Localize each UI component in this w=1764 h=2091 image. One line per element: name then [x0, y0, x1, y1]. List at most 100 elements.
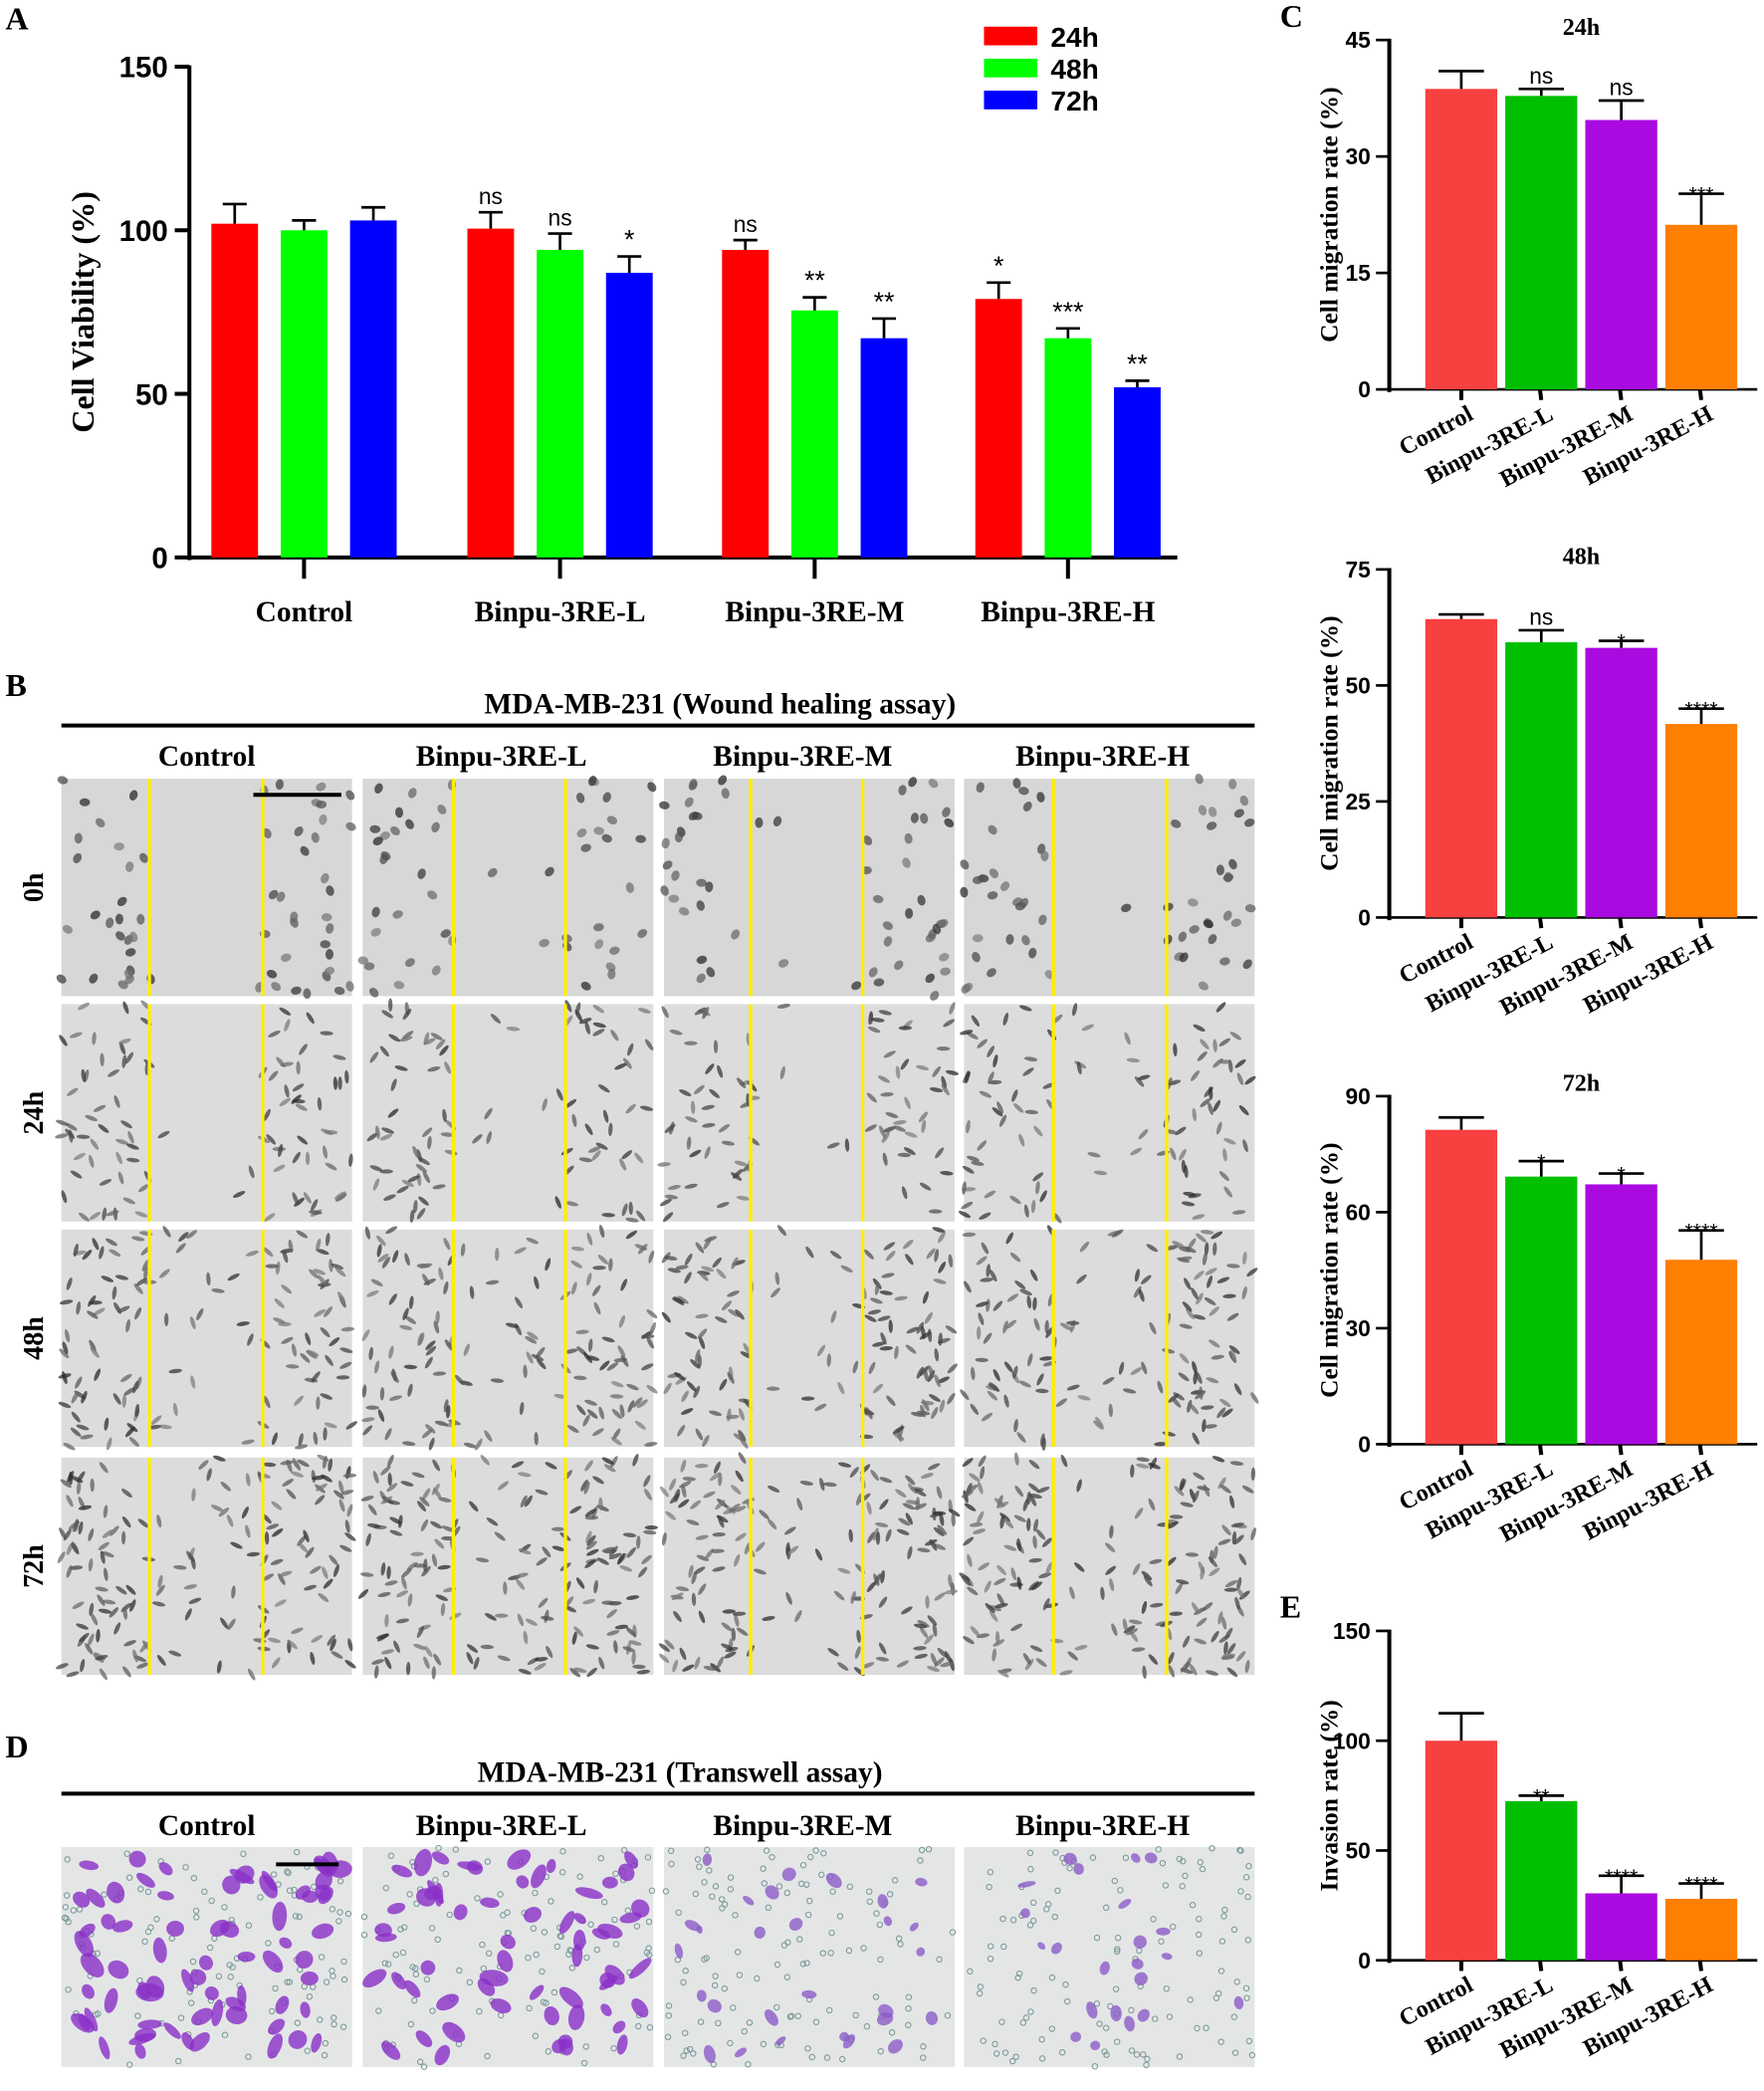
cell [1076, 1061, 1082, 1075]
cell [698, 1583, 707, 1595]
cell [141, 1259, 149, 1272]
cell [218, 1507, 230, 1517]
membrane-pore [381, 1960, 389, 1967]
stained-cell [436, 1993, 460, 2011]
cell [969, 1473, 981, 1482]
membrane-pore [1155, 1846, 1162, 1853]
cell [279, 1570, 293, 1577]
cell [607, 968, 616, 980]
cell [431, 965, 441, 976]
cell [885, 1528, 892, 1542]
cell [298, 1542, 309, 1553]
membrane-pore [980, 2037, 987, 2044]
cell [1081, 1024, 1094, 1032]
cell [1192, 1360, 1198, 1374]
cell [1029, 1645, 1043, 1653]
cell [916, 1064, 930, 1070]
cell [1121, 903, 1132, 913]
cell [1045, 1561, 1053, 1575]
cell [925, 1595, 930, 1609]
membrane-pore [1196, 1916, 1203, 1923]
cell [625, 882, 634, 893]
membrane-pore [986, 1883, 992, 1891]
cell [89, 1339, 97, 1352]
bar-48h [1044, 338, 1092, 558]
membrane-pore [206, 1944, 214, 1952]
cell [680, 1459, 687, 1473]
cell [437, 804, 447, 814]
cell [1205, 1670, 1218, 1676]
cell [948, 1573, 953, 1588]
membrane-pore [662, 1888, 670, 1895]
cell [344, 1660, 356, 1669]
cell [66, 1277, 73, 1290]
membrane-pore [339, 2023, 347, 2030]
cell [317, 1096, 323, 1111]
membrane-pore [587, 1921, 594, 1928]
stained-cell [137, 1981, 151, 2000]
panel-label-b: B [5, 667, 26, 703]
cell [1009, 1195, 1021, 1205]
cell [339, 1347, 353, 1353]
cell [868, 1011, 873, 1026]
cell [1216, 1277, 1230, 1283]
membrane-pore [1150, 1916, 1157, 1923]
cell [1069, 1586, 1075, 1600]
cell [978, 1562, 991, 1571]
membrane-pore [597, 1854, 604, 1862]
cell [1006, 1293, 1019, 1302]
cell [978, 1312, 985, 1325]
cell [76, 1301, 82, 1315]
membrane-pore [330, 1973, 336, 1979]
cell [987, 891, 998, 900]
cell [381, 1257, 390, 1269]
cell [916, 1366, 925, 1379]
membrane-pore [1182, 1872, 1189, 1880]
cell [430, 1520, 443, 1529]
cell [988, 824, 997, 835]
cell [675, 1265, 689, 1271]
cell [1014, 1452, 1019, 1466]
cell [1216, 1407, 1226, 1419]
cell [444, 1339, 454, 1351]
cell [427, 890, 438, 900]
stained-cell [788, 1918, 803, 1932]
stained-cell [754, 1926, 766, 1939]
cell [643, 1475, 651, 1488]
stained-cell [1233, 1995, 1244, 2009]
cell [622, 1532, 637, 1537]
cell [279, 1097, 291, 1106]
cell [980, 1466, 986, 1480]
cell [57, 1551, 66, 1563]
cell [580, 981, 591, 991]
cell [446, 1405, 451, 1419]
cell [335, 1375, 350, 1380]
cell [1186, 1308, 1196, 1319]
cell [585, 1540, 597, 1550]
cell [272, 1432, 278, 1446]
membrane-pore [1236, 1846, 1243, 1854]
cell [644, 1524, 659, 1530]
stained-cell [152, 1937, 167, 1964]
cell [247, 1668, 256, 1681]
cell [868, 1361, 876, 1375]
cell [1076, 1479, 1082, 1493]
membrane-pore [215, 1973, 223, 1980]
cell [877, 1075, 890, 1083]
cell [644, 1442, 658, 1447]
cell [409, 1209, 415, 1224]
stained-cell [825, 1872, 842, 1889]
cell [124, 1427, 135, 1438]
stained-cell [597, 1923, 623, 1939]
cell [168, 1650, 182, 1657]
membrane-pore [532, 2032, 540, 2039]
cell [623, 1057, 632, 1069]
cell [1134, 1076, 1145, 1087]
cell [98, 1608, 112, 1614]
cell [538, 1597, 549, 1608]
stained-cell [467, 1860, 484, 1875]
stained-cell [234, 1865, 255, 1884]
stained-cell [1063, 1852, 1077, 1865]
cell [381, 1127, 394, 1134]
membrane-pore [665, 2011, 673, 2019]
